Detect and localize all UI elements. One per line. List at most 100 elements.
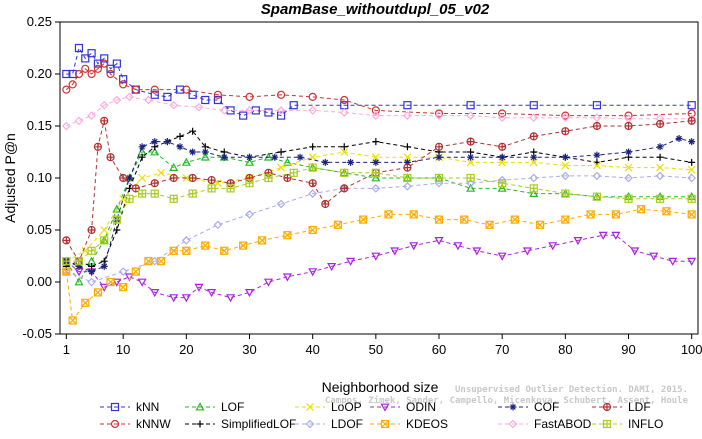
data-point (675, 134, 683, 142)
data-point (687, 173, 697, 183)
data-point (592, 101, 602, 110)
data-point (586, 210, 595, 219)
data-point (466, 137, 475, 146)
data-point (592, 113, 602, 123)
data-point (497, 113, 507, 123)
data-point (176, 132, 184, 140)
legend-item: kNN (100, 400, 159, 414)
legend-item: COF (498, 400, 559, 414)
data-point (403, 173, 412, 183)
data-point (131, 184, 140, 193)
data-point (277, 148, 285, 156)
data-point (593, 161, 601, 170)
data-point (181, 157, 191, 166)
data-point (150, 147, 160, 156)
data-point (649, 252, 659, 261)
legend: kNN kNNW LOF SimplifiedLOF LoOP LDOF ODIN KDEOS… (100, 400, 663, 431)
data-point (138, 174, 147, 182)
data-point (100, 59, 109, 68)
series-line (65, 62, 692, 117)
data-point (602, 419, 612, 429)
data-point (656, 120, 664, 128)
data-point (87, 246, 96, 255)
data-point (93, 64, 103, 73)
data-point (435, 174, 443, 182)
legend-label: kNN (136, 400, 159, 414)
data-point (372, 158, 380, 166)
data-point (308, 179, 317, 188)
data-point (371, 168, 380, 177)
data-point (68, 316, 77, 325)
data-point (586, 210, 595, 219)
data-point (467, 153, 475, 161)
data-point (189, 127, 197, 135)
legend-label: ODIN (406, 400, 436, 414)
data-point (656, 153, 664, 161)
data-point (239, 241, 248, 250)
data-point (150, 147, 160, 156)
legend-label: SimplifiedLOF (221, 417, 296, 431)
data-point (498, 109, 507, 118)
data-point (220, 246, 229, 255)
data-point (106, 277, 115, 287)
data-point (62, 267, 71, 276)
data-point (112, 204, 122, 213)
series-line (65, 234, 692, 299)
data-point (472, 247, 482, 256)
data-point (75, 262, 83, 270)
data-point (100, 236, 108, 244)
data-point (403, 111, 412, 120)
data-point (169, 162, 179, 171)
data-point (144, 95, 153, 105)
data-point (283, 231, 292, 240)
data-point (163, 92, 172, 101)
data-point (497, 183, 507, 192)
x-tick-label: 60 (432, 342, 446, 357)
data-point (170, 174, 178, 182)
data-point (61, 121, 71, 131)
data-point (201, 241, 210, 250)
data-point (529, 113, 539, 123)
data-point (655, 119, 665, 129)
data-point (263, 278, 273, 287)
data-point (656, 153, 664, 161)
data-point (346, 257, 356, 266)
data-point (200, 152, 210, 161)
data-point (163, 92, 172, 101)
data-point (529, 158, 538, 167)
data-point (119, 80, 128, 89)
data-point (93, 59, 103, 68)
data-point (372, 138, 380, 146)
data-point (625, 195, 633, 203)
data-point (213, 95, 223, 105)
data-point (131, 85, 140, 94)
data-point (81, 64, 90, 73)
data-point (246, 179, 254, 187)
data-point (409, 210, 418, 219)
data-point (87, 277, 96, 287)
data-point (592, 192, 602, 201)
data-point (688, 158, 696, 166)
data-point (498, 179, 507, 188)
data-point (264, 108, 273, 117)
data-point (282, 157, 292, 166)
data-point (688, 195, 696, 203)
data-point (655, 194, 665, 203)
data-point (403, 153, 412, 162)
data-point (74, 69, 84, 79)
data-point (181, 236, 191, 245)
data-point (403, 153, 412, 162)
data-point (112, 59, 121, 68)
data-point (308, 225, 317, 235)
data-point (529, 173, 539, 183)
data-point (283, 173, 292, 183)
data-point (573, 237, 583, 246)
data-point (339, 108, 349, 117)
data-point (334, 220, 342, 229)
data-point (169, 162, 179, 171)
series-group (61, 43, 697, 325)
series-knn (62, 43, 696, 120)
data-point (106, 153, 115, 162)
data-point (100, 54, 109, 63)
data-point (150, 90, 159, 99)
